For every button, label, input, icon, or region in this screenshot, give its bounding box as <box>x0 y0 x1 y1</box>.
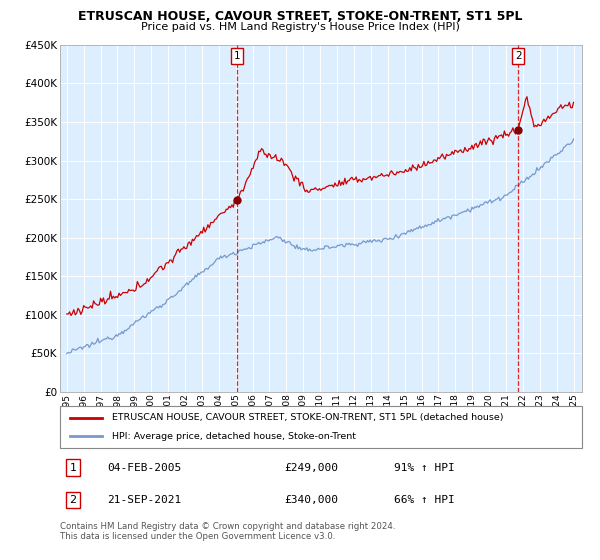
Text: HPI: Average price, detached house, Stoke-on-Trent: HPI: Average price, detached house, Stok… <box>112 432 356 441</box>
FancyBboxPatch shape <box>60 406 582 448</box>
Text: 91% ↑ HPI: 91% ↑ HPI <box>394 463 455 473</box>
Text: 2: 2 <box>70 495 77 505</box>
Text: Price paid vs. HM Land Registry's House Price Index (HPI): Price paid vs. HM Land Registry's House … <box>140 22 460 32</box>
Text: 1: 1 <box>70 463 77 473</box>
Text: 04-FEB-2005: 04-FEB-2005 <box>107 463 181 473</box>
Text: ETRUSCAN HOUSE, CAVOUR STREET, STOKE-ON-TRENT, ST1 5PL (detached house): ETRUSCAN HOUSE, CAVOUR STREET, STOKE-ON-… <box>112 413 504 422</box>
Text: 21-SEP-2021: 21-SEP-2021 <box>107 495 181 505</box>
Text: ETRUSCAN HOUSE, CAVOUR STREET, STOKE-ON-TRENT, ST1 5PL: ETRUSCAN HOUSE, CAVOUR STREET, STOKE-ON-… <box>78 10 522 23</box>
Text: £340,000: £340,000 <box>284 495 338 505</box>
Text: 1: 1 <box>234 51 241 61</box>
Text: 66% ↑ HPI: 66% ↑ HPI <box>394 495 455 505</box>
Text: 2: 2 <box>515 51 521 61</box>
Text: Contains HM Land Registry data © Crown copyright and database right 2024.
This d: Contains HM Land Registry data © Crown c… <box>60 522 395 542</box>
Text: £249,000: £249,000 <box>284 463 338 473</box>
